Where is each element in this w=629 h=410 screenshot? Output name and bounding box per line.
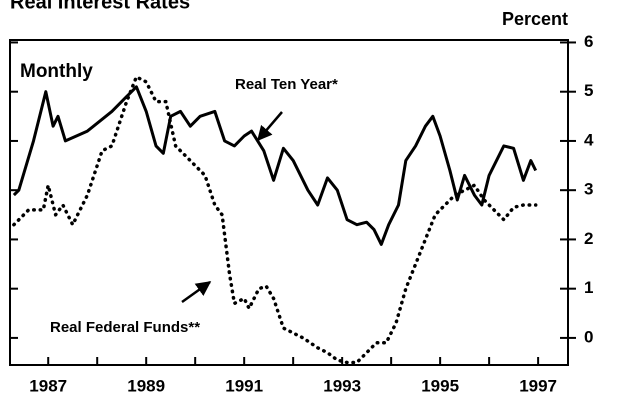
y-tick-label: 2 xyxy=(584,229,593,248)
annotation: Real Federal Funds** xyxy=(50,319,200,336)
chart-title: Real Interest Rates xyxy=(10,0,190,13)
x-tick-label: 1997 xyxy=(519,376,557,395)
annotation: Monthly xyxy=(20,61,93,82)
x-tick-label: 1993 xyxy=(323,376,361,395)
y-tick-label: 1 xyxy=(584,278,593,297)
arrow xyxy=(181,280,212,304)
y-tick-label: 4 xyxy=(584,130,594,149)
y-tick-label: 3 xyxy=(584,180,593,199)
arrow xyxy=(257,111,283,142)
x-tick-label: 1991 xyxy=(225,376,263,395)
y-tick-label: 6 xyxy=(584,32,593,51)
x-tick-label: 1995 xyxy=(421,376,459,395)
series-line xyxy=(12,85,538,246)
y-axis-label: Percent xyxy=(502,9,568,29)
series-line xyxy=(12,75,538,365)
annotation: Real Ten Year* xyxy=(235,76,338,93)
plot-frame xyxy=(9,39,569,366)
x-tick-label: 1989 xyxy=(127,376,165,395)
y-tick-label: 5 xyxy=(584,81,593,100)
y-tick-label: 0 xyxy=(584,327,593,346)
x-tick-label: 1987 xyxy=(29,376,67,395)
